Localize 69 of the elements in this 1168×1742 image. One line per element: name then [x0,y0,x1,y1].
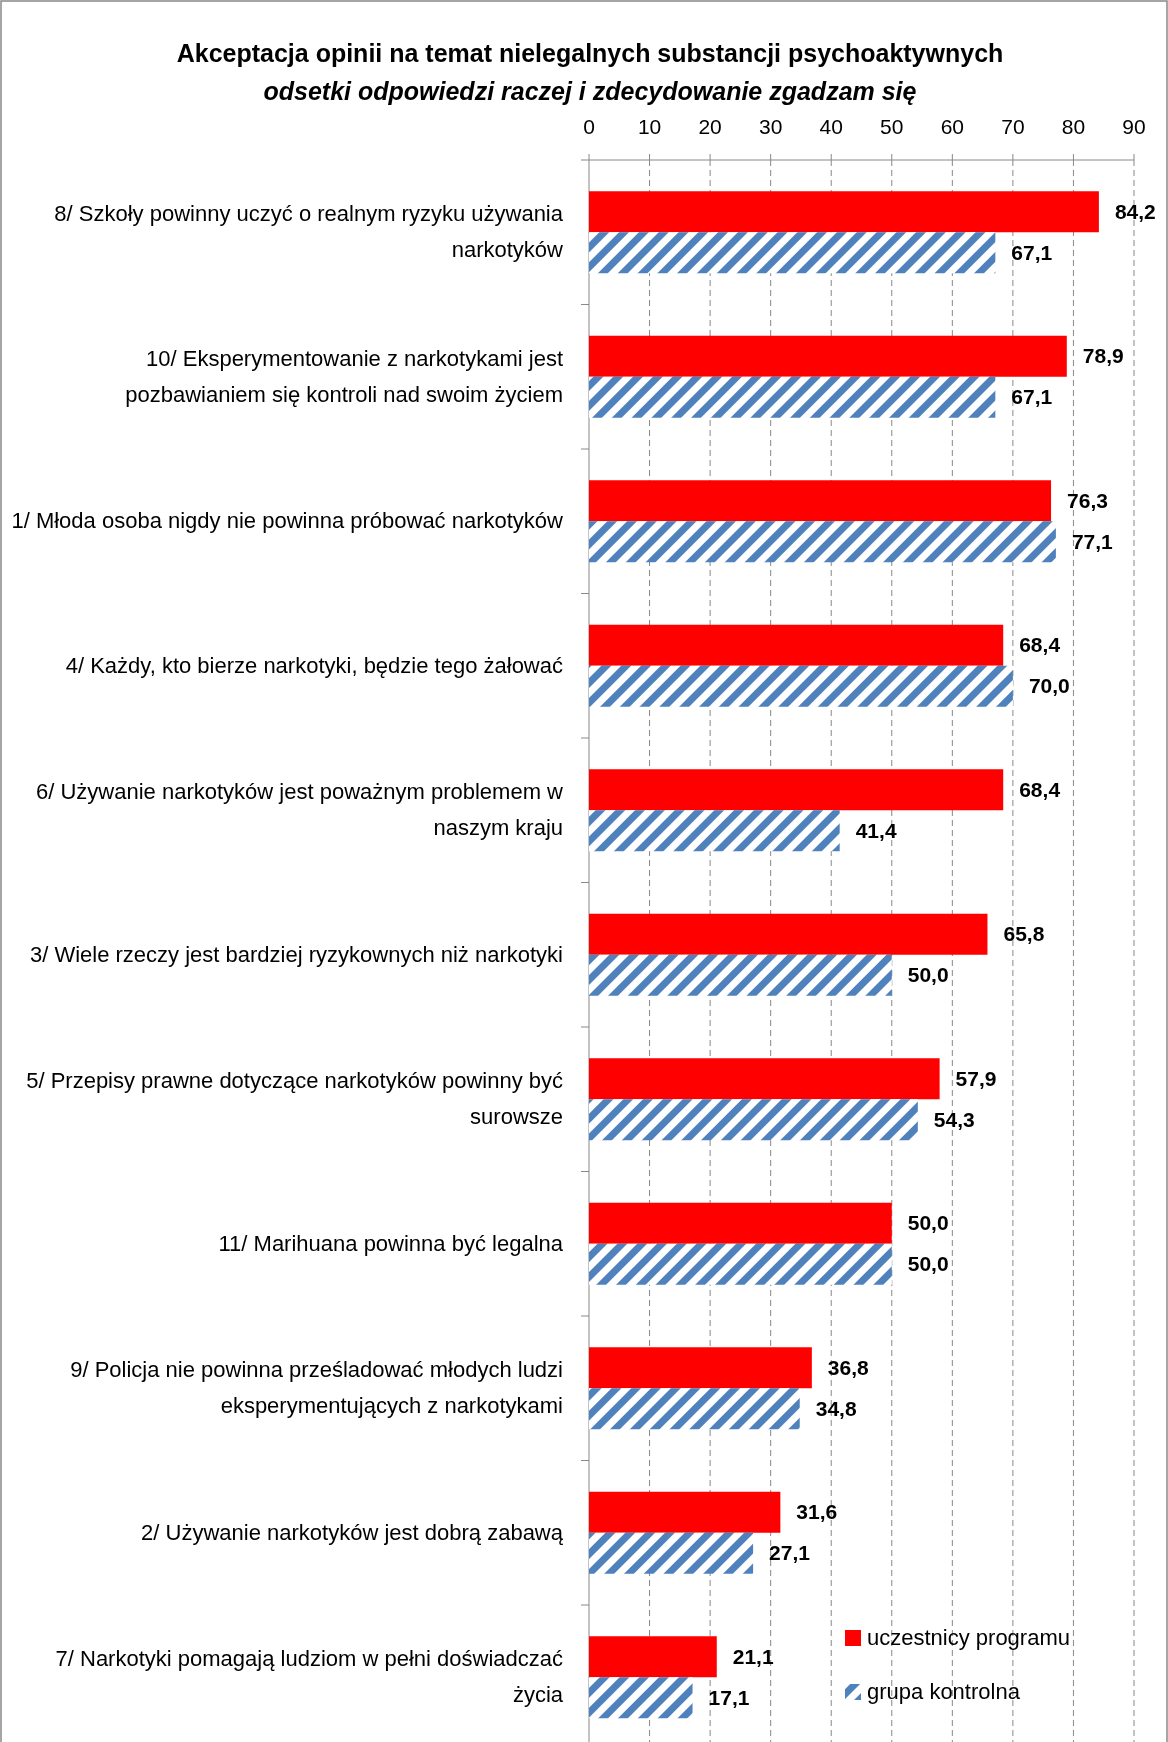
bar [589,769,1004,811]
bar [589,521,1056,563]
y-tick-label: 7/ Narkotyki pomagają ludziom w pełni doświadczać życia [55,1646,564,1708]
data-label: 77,1 [1071,529,1114,553]
x-tick-label: 40 [819,115,843,138]
data-label: 41,4 [855,818,897,842]
y-tick-label: 8/ Szkoły powinny uczyć o realnym ryzyku używania narkotyków [54,201,564,263]
data-label: 50,0 [907,963,949,987]
x-tick-label: 30 [758,115,783,138]
bar [589,1058,940,1100]
data-label: 27,1 [769,1541,811,1565]
legend-label: uczestnicy programu [867,1625,1070,1650]
bar [589,1491,781,1533]
data-label: 76,3 [1067,488,1108,512]
data-label: 57,9 [955,1066,997,1090]
bar [589,232,996,274]
data-label: 78,9 [1082,344,1124,368]
y-tick-label: 11/ Marihuana powinna być legalna [218,1230,564,1256]
data-label: 67,1 [1011,385,1053,409]
bar [589,480,1052,522]
y-tick-label: 3/ Wiele rzeczy jest bardziej ryzykownych niż narkotyki [29,941,563,967]
bar [589,1532,754,1574]
bar [589,1347,812,1389]
bar [589,1388,800,1430]
bar [589,1202,892,1244]
x-tick-label: 90 [1122,115,1146,138]
x-tick-label: 50 [880,115,904,138]
y-tick-label: 9/ Policja nie powinna prześladować młodych ludzi eksperymentujących z narkotykami [70,1357,563,1419]
bar [589,665,1013,707]
x-tick-label: 60 [940,115,965,138]
data-label: 68,4 [1019,777,1061,801]
bar [589,624,1004,666]
bar [589,191,1099,233]
y-tick-label: 4/ Każdy, kto bierze narkotyki, będzie tego żałować [65,652,563,678]
y-tick-label: 6/ Używanie narkotyków jest poważnym problemem w naszym kraju [36,779,564,841]
bar [589,1099,918,1141]
data-label: 65,8 [1003,922,1045,946]
data-label: 31,6 [796,1500,838,1524]
chart-title: Akceptacja opinii na temat nielegalnych substancji psychoaktywnych [176,39,1004,67]
data-label: 68,4 [1019,633,1061,657]
data-label: 54,3 [933,1107,975,1131]
chart-subtitle: odsetki odpowiedzi raczej i zdecydowanie zgadzam się [263,77,917,105]
data-label: 21,1 [732,1644,774,1668]
x-tick-label: 0 [583,115,595,138]
bar [589,810,840,852]
data-label: 50,0 [907,1211,949,1235]
data-label: 84,2 [1114,199,1156,223]
y-tick-label: 2/ Używanie narkotyków jest dobrą zabawą [141,1519,564,1545]
data-label: 34,8 [815,1396,857,1420]
bar [589,954,892,996]
legend-label: grupa kontrolna [867,1679,1021,1704]
data-label: 17,1 [708,1685,750,1709]
data-label: 70,0 [1028,674,1070,698]
bar [589,1636,717,1678]
bar [589,1677,693,1719]
y-tick-label: 10/ Eksperymentowanie z narkotykami jest pozbawianiem się kontroli nad swoim życiem [125,345,563,407]
x-tick-label: 70 [1001,115,1025,138]
y-tick-label: 1/ Młoda osoba nigdy nie powinna próbować narkotyków [11,508,564,534]
data-label: 67,1 [1011,240,1053,264]
bar [589,376,996,418]
x-tick-label: 10 [637,115,662,138]
bar [589,1243,892,1285]
x-tick-label: 20 [698,115,722,138]
bar [589,913,988,955]
bar [589,335,1067,377]
data-label: 50,0 [907,1252,949,1276]
y-tick-label: 5/ Przepisy prawne dotyczące narkotyków powinny być surowsze [26,1068,563,1130]
data-label: 36,8 [827,1355,870,1379]
x-tick-label: 80 [1061,115,1086,138]
